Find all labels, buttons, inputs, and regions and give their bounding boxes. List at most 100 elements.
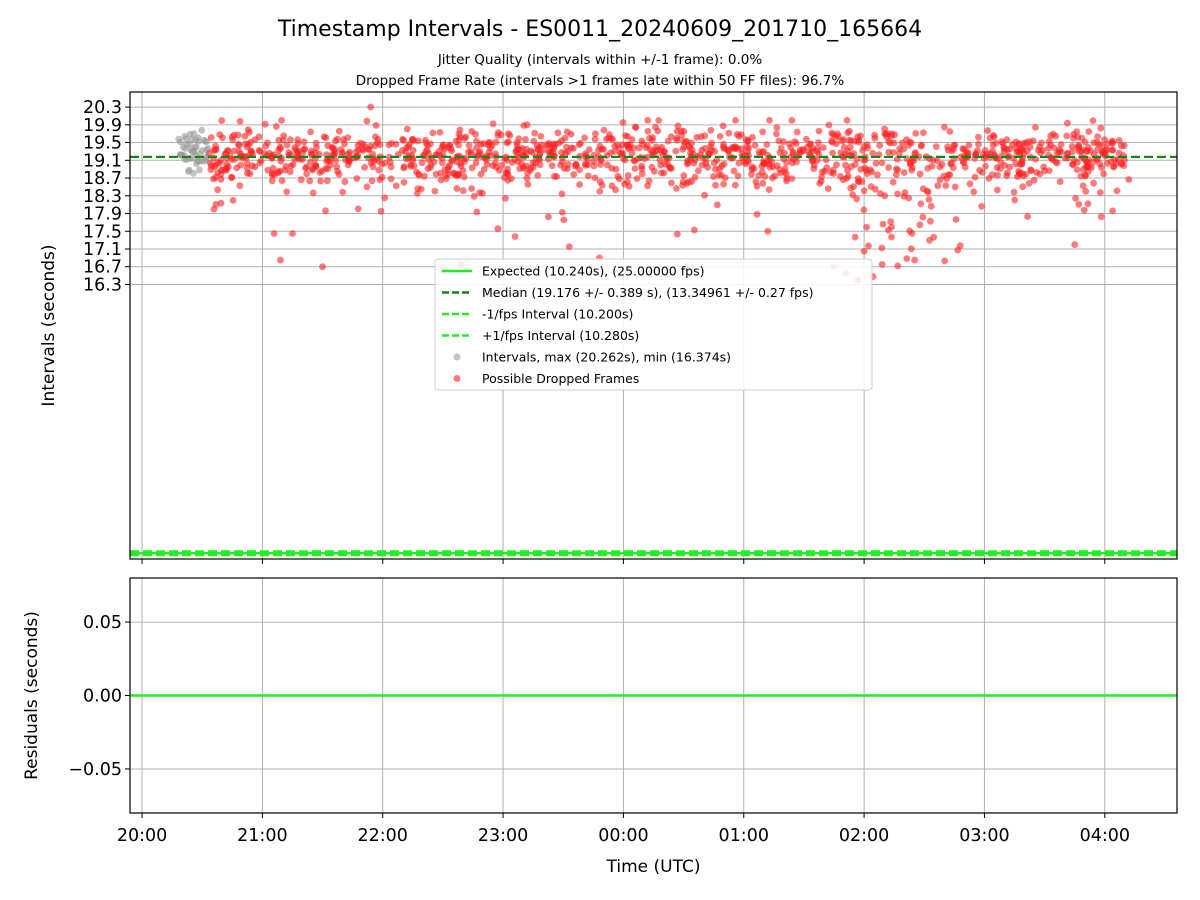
top-ytick-label-8: 19.5 [83, 134, 122, 154]
intervals-panel: 16.316.717.117.517.918.318.719.119.519.9… [39, 91, 1178, 564]
data-point [761, 173, 769, 180]
data-point [667, 133, 675, 141]
data-point [960, 145, 968, 153]
data-point [788, 175, 796, 183]
data-point [1071, 156, 1078, 164]
data-point [584, 172, 592, 180]
data-point [230, 147, 238, 155]
data-point [497, 131, 505, 139]
data-point [214, 186, 222, 194]
data-point [375, 166, 383, 174]
data-point [680, 127, 688, 135]
data-point [371, 142, 379, 150]
data-point [431, 187, 439, 195]
data-point [420, 172, 428, 180]
data-point [278, 177, 286, 185]
data-point [283, 188, 291, 196]
data-point [1022, 170, 1030, 178]
data-point [228, 174, 236, 182]
data-point [916, 221, 924, 229]
data-point [303, 163, 310, 171]
data-point [195, 157, 203, 165]
data-point [607, 149, 614, 157]
data-point [335, 127, 343, 135]
data-point [283, 141, 291, 149]
data-point [719, 122, 727, 130]
data-point [765, 186, 773, 194]
data-point [346, 157, 353, 165]
data-point [1025, 180, 1033, 187]
series-1 [205, 103, 1133, 284]
data-point [1080, 206, 1088, 214]
bottom-ylabel: Residuals (seconds) [22, 611, 42, 780]
data-point [243, 159, 251, 167]
data-point [216, 159, 223, 167]
data-point [212, 142, 219, 150]
data-point [205, 150, 213, 157]
data-point [476, 189, 483, 197]
data-point [648, 136, 656, 144]
data-point [846, 143, 854, 151]
data-point [846, 127, 853, 135]
data-point [251, 136, 259, 144]
data-point [917, 142, 925, 150]
data-point [879, 220, 887, 228]
data-point [903, 255, 911, 262]
data-point [1075, 141, 1082, 149]
data-point [494, 225, 502, 233]
data-point [712, 165, 719, 173]
data-point [473, 208, 481, 216]
data-point [680, 172, 688, 179]
data-point [1019, 183, 1027, 191]
data-point [183, 135, 190, 143]
data-point [524, 180, 532, 188]
data-point [1064, 119, 1071, 127]
data-point [453, 185, 461, 192]
data-point [1085, 128, 1093, 136]
data-point [272, 123, 280, 130]
data-point [720, 160, 728, 168]
data-point [927, 202, 935, 210]
bottom-xtick-label-7: 03:00 [959, 826, 1009, 846]
data-point [783, 170, 790, 178]
data-point [218, 117, 226, 124]
data-point [369, 150, 376, 158]
data-point [430, 158, 438, 166]
data-point [1084, 200, 1092, 208]
data-point [802, 135, 810, 143]
data-point [869, 149, 877, 157]
data-point [1103, 159, 1111, 167]
data-point [1011, 196, 1019, 204]
data-point [956, 242, 964, 250]
data-point [783, 177, 790, 185]
data-point [1101, 136, 1108, 144]
data-point [498, 161, 506, 169]
data-point [759, 128, 766, 136]
top-ytick-label-0: 16.3 [83, 275, 122, 295]
bottom-ytick-label-0: −0.05 [68, 760, 122, 780]
data-point [906, 227, 914, 235]
outlier-point-18 [632, 123, 639, 131]
data-point [822, 156, 830, 164]
data-point [644, 117, 652, 124]
data-point [1113, 187, 1121, 195]
data-point [849, 191, 856, 199]
data-point [928, 162, 936, 170]
data-point [843, 117, 851, 124]
data-point [907, 160, 914, 167]
data-point [1098, 164, 1105, 171]
data-point [1057, 141, 1065, 148]
data-point [186, 130, 194, 138]
data-point [472, 130, 479, 138]
top-ytick-label-2: 17.1 [83, 240, 122, 260]
data-point [417, 185, 425, 193]
legend-label: Expected (10.240s), (25.00000 fps) [482, 264, 704, 279]
data-point [904, 142, 912, 149]
data-point [615, 144, 623, 152]
data-point [410, 162, 418, 170]
data-point [755, 172, 763, 180]
data-point [295, 147, 303, 155]
data-point [889, 178, 897, 186]
data-point [684, 159, 692, 167]
legend-entry-0: Expected (10.240s), (25.00000 fps) [442, 264, 704, 279]
